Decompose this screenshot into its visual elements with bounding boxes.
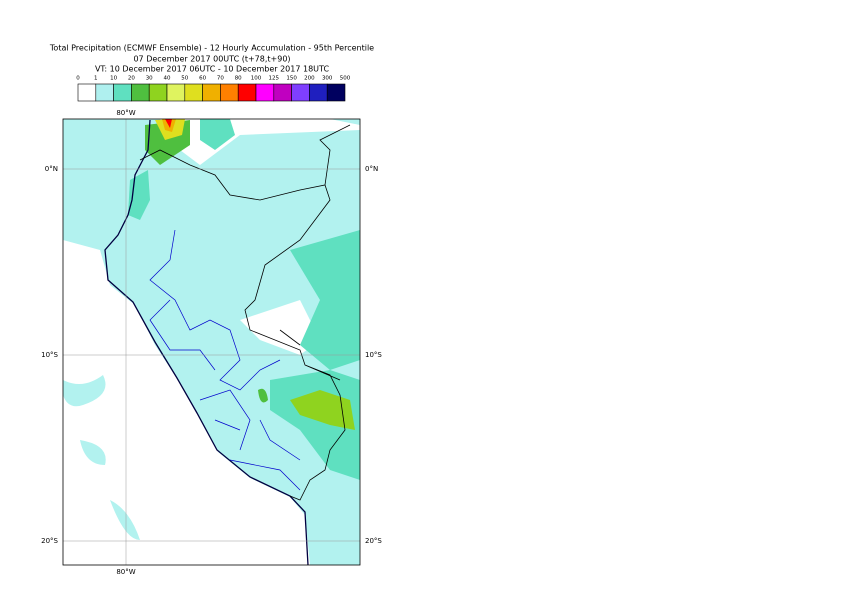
- legend-swatch: [113, 83, 132, 102]
- legend-label: 10: [110, 76, 117, 82]
- legend-swatch: [95, 83, 114, 102]
- legend-label: 60: [199, 76, 206, 82]
- subtitle: 07 December 2017 00UTC (t+78,t+90): [133, 55, 290, 64]
- legend-swatch: [148, 83, 168, 102]
- legend-swatch: [77, 83, 97, 102]
- legend-swatch: [184, 83, 203, 102]
- legend-label: 70: [217, 76, 224, 82]
- legend-label: 500: [340, 76, 351, 82]
- lat-label: 0°N: [45, 165, 58, 173]
- legend-swatch: [273, 83, 292, 102]
- map-frame: [62, 118, 361, 566]
- legend-swatch: [220, 83, 239, 102]
- lon-label: 80°W: [116, 568, 135, 576]
- legend-swatch: [255, 83, 275, 102]
- title: Total Precipitation (ECMWF Ensemble) - 1…: [49, 44, 374, 53]
- map: [63, 119, 360, 565]
- legend-swatch: [237, 83, 257, 102]
- legend-swatch: [309, 83, 328, 102]
- legend-label: 100: [251, 76, 262, 82]
- lat-label: 20°S: [41, 537, 58, 545]
- legend-label: 300: [322, 76, 333, 82]
- legend-label: 125: [269, 76, 280, 82]
- legend-label: 20: [128, 76, 135, 82]
- legend-label: 40: [164, 76, 171, 82]
- legend-swatch: [131, 83, 150, 102]
- legend-label: 80: [235, 76, 242, 82]
- lat-label: 20°S: [365, 537, 382, 545]
- legend-swatch: [166, 83, 186, 102]
- lat-label: 10°S: [365, 351, 382, 359]
- legend: 0 1 10 20 30 40 50 60 70 80 100 125 150 200 300 500: [76, 76, 351, 102]
- lat-label: 0°N: [365, 165, 378, 173]
- legend-label: 150: [286, 76, 297, 82]
- legend-label: 0: [76, 76, 80, 82]
- lon-label: 80°W: [116, 109, 135, 117]
- legend-swatch: [326, 83, 346, 102]
- legend-label: 50: [181, 76, 188, 82]
- legend-label: 1: [94, 76, 98, 82]
- legend-label: 200: [304, 76, 315, 82]
- legend-swatch: [202, 83, 221, 102]
- legend-label: 30: [146, 76, 153, 82]
- lat-label: 10°S: [41, 351, 58, 359]
- valid-time: VT: 10 December 2017 06UTC - 10 December…: [95, 65, 329, 74]
- legend-swatch: [291, 83, 310, 102]
